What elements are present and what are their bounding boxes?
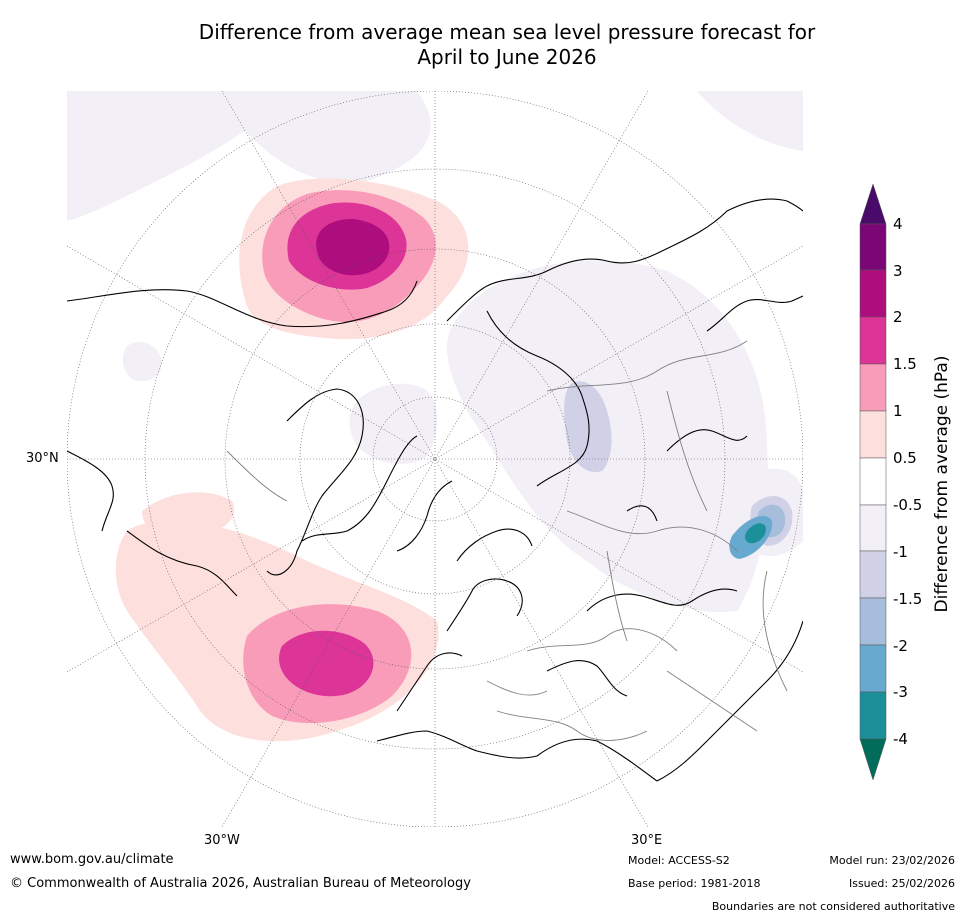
colorbar-arrow-bottom	[859, 738, 887, 781]
forecast-map	[67, 91, 803, 827]
colorbar-tick: -2	[893, 637, 908, 655]
lat-label-30n: 30°N	[26, 451, 59, 466]
colorbar-tick: 0.5	[893, 449, 917, 467]
title-line-2: April to June 2026	[417, 45, 597, 69]
land-outlines	[67, 198, 803, 782]
boundary-disclaimer: Boundaries are not considered authoritat…	[711, 900, 955, 913]
lon-label-30w: 30°W	[204, 833, 240, 848]
colorbar-tick: 3	[893, 262, 903, 280]
colorbar-tick: 4	[893, 215, 903, 233]
colorbar-tick: -4	[893, 730, 908, 748]
anomaly-neg-region-far-east	[697, 91, 803, 151]
colorbar-tick: -1	[893, 543, 908, 561]
colorbar-segment-0.5-1	[859, 410, 887, 459]
colorbar-segment-3-4	[859, 223, 887, 271]
anomaly-neg-region-pole	[349, 383, 438, 464]
anomaly-neg-region-aleutian	[122, 341, 163, 382]
colorbar-segment-neg1.5-neg2	[859, 597, 887, 646]
colorbar-segment-neg1-neg1.5	[859, 550, 887, 599]
colorbar-tick: -3	[893, 683, 908, 701]
title-line-1: Difference from average mean sea level p…	[198, 20, 816, 44]
anomaly-pos-region-atlantic-1.5	[279, 630, 374, 697]
colorbar-tick: 1.5	[893, 355, 917, 373]
anomaly-neg-region-bering	[217, 91, 431, 183]
colorbar-segment-2-3	[859, 269, 887, 318]
graticule	[67, 91, 803, 827]
colorbar-segment-1.5-2	[859, 316, 887, 365]
colorbar-segment-neg0.5-neg1	[859, 504, 887, 552]
colorbar-tick: 2	[893, 308, 903, 326]
country-borders	[226, 340, 788, 741]
colorbar-tick: 1	[893, 402, 903, 420]
anomaly-neg-region-east-asia-5	[744, 523, 766, 544]
colorbar-tick: -0.5	[893, 496, 923, 514]
model-run-date: Model run: 23/02/2026	[829, 854, 955, 867]
colorbar-label: Difference from average (hPa)	[932, 355, 952, 613]
colorbar-tick: -1.5	[893, 590, 923, 608]
colorbar-segment-1-1.5	[859, 363, 887, 412]
copyright: © Commonwealth of Australia 2026, Austra…	[10, 876, 471, 891]
model-name: Model: ACCESS-S2	[628, 854, 730, 867]
colorbar	[859, 183, 887, 781]
chart-title: Difference from average mean sea level p…	[0, 20, 965, 70]
anomaly-neg-region-ural	[564, 381, 612, 473]
lon-label-30e: 30°E	[631, 833, 663, 848]
website-link[interactable]: www.bom.gov.au/climate	[10, 852, 174, 867]
colorbar-arrow-top	[859, 183, 887, 225]
anomaly-neg-region-arctic-canada	[67, 91, 287, 221]
anomaly-pos-region-pacific-2	[316, 219, 390, 276]
colorbar-segment-neg3-neg4	[859, 691, 887, 740]
anomaly-pos-region-atlantic-0.5-west	[142, 492, 235, 536]
colorbar-segment-neg2-neg3	[859, 644, 887, 693]
issued-date: Issued: 25/02/2026	[848, 877, 955, 890]
colorbar-segment-neutral	[859, 457, 887, 506]
base-period: Base period: 1981-2018	[628, 877, 761, 890]
